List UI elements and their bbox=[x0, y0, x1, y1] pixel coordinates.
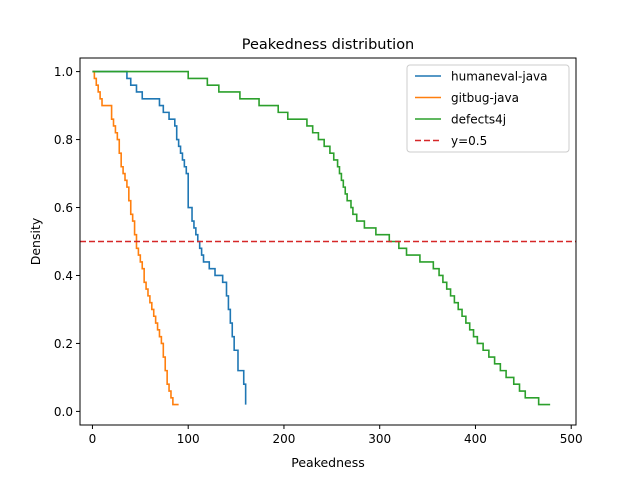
y-tick-label: 0.6 bbox=[54, 201, 73, 215]
x-axis-label: Peakedness bbox=[291, 455, 365, 470]
x-tick-label: 200 bbox=[273, 432, 296, 446]
x-tick-label: 400 bbox=[464, 432, 487, 446]
y-tick-label: 0.2 bbox=[54, 337, 73, 351]
y-tick-label: 1.0 bbox=[54, 65, 73, 79]
y-tick-label: 0.0 bbox=[54, 405, 73, 419]
series-layer bbox=[80, 70, 576, 406]
x-tick-label: 0 bbox=[89, 432, 97, 446]
x-tick-label: 500 bbox=[560, 432, 583, 446]
legend: humaneval-java gitbug-java defects4j y=0.5 bbox=[406, 64, 570, 153]
y-tick-label: 0.4 bbox=[54, 269, 73, 283]
legend-entry-label: humaneval-java bbox=[451, 70, 548, 84]
series-line-defects4j bbox=[92, 70, 551, 406]
y-axis: 0.0 0.2 0.4 0.6 0.8 1.0 bbox=[54, 65, 80, 419]
y-axis-label: Density bbox=[28, 217, 43, 265]
x-tick-label: 300 bbox=[368, 432, 391, 446]
y-tick-label: 0.8 bbox=[54, 133, 73, 147]
series-line-humaneval-java bbox=[92, 70, 247, 405]
legend-entry-label: defects4j bbox=[451, 113, 506, 127]
x-tick-label: 100 bbox=[177, 432, 200, 446]
x-axis: 0 100 200 300 400 500 bbox=[89, 425, 583, 446]
series-line-gitbug-java bbox=[92, 70, 179, 406]
legend-box bbox=[406, 64, 570, 153]
plot-frame bbox=[79, 57, 577, 426]
legend-entry-label: y=0.5 bbox=[451, 134, 487, 148]
chart-title: Peakedness distribution bbox=[242, 37, 415, 53]
legend-entry-label: gitbug-java bbox=[451, 91, 519, 105]
